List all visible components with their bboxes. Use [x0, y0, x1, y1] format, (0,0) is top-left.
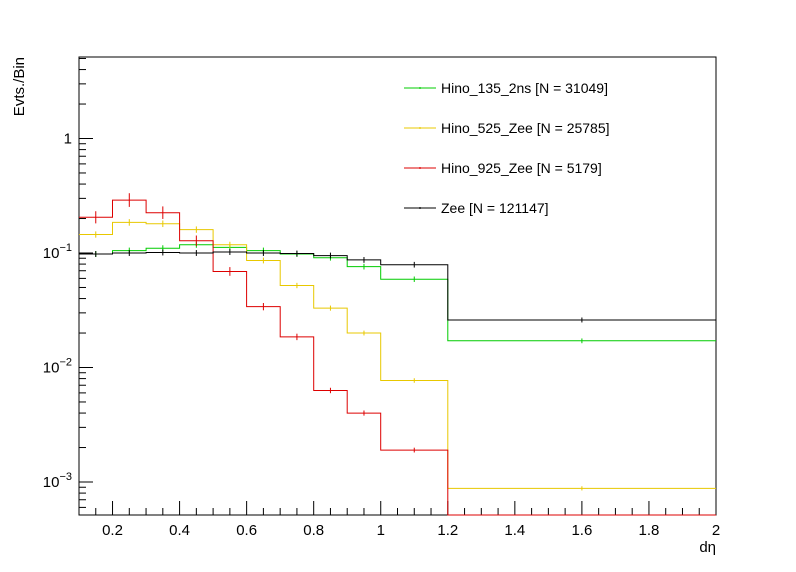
series-3	[79, 249, 716, 323]
x-tick-label: 1.8	[639, 522, 660, 539]
legend-label: Hino_925_Zee [N = 5179]	[441, 160, 602, 176]
y-tick-base: 10	[43, 360, 60, 377]
series-line	[79, 251, 716, 321]
legend-label: Hino_525_Zee [N = 25785]	[441, 120, 610, 136]
y-tick-base: 10	[43, 245, 60, 262]
legend: Hino_135_2ns [N = 31049] Hino_525_Zee [N …	[404, 80, 610, 216]
series-2	[79, 193, 716, 516]
legend-label: Zee [N = 121147]	[441, 200, 549, 216]
frame	[78, 56, 717, 516]
legend-item: Hino_925_Zee [N = 5179]	[404, 160, 602, 176]
y-axis-label: Evts./Bin	[11, 57, 28, 116]
y-tick-label: 10−3	[43, 471, 72, 491]
x-tick-label: 0.8	[303, 522, 324, 539]
y-tick-label: 10−1	[43, 242, 72, 262]
legend-label: Hino_135_2ns [N = 31049]	[441, 80, 608, 96]
x-tick-label: 2	[712, 522, 720, 539]
series-line	[79, 244, 716, 342]
y-tick-label: 10−2	[43, 357, 72, 377]
legend-item: Zee [N = 121147]	[404, 200, 549, 216]
series-line	[79, 199, 716, 516]
x-tick-label: 1.6	[571, 522, 592, 539]
y-tick-exponent: −2	[59, 357, 72, 369]
series-group	[79, 193, 716, 516]
series-0	[79, 241, 716, 344]
x-tick-label: 0.2	[102, 522, 123, 539]
x-tick-label: 1.2	[437, 522, 458, 539]
legend-item: Hino_525_Zee [N = 25785]	[404, 120, 610, 136]
y-tick-base: 1	[64, 131, 72, 148]
ticks: 0.2 0.4 0.6 0.8 1 1.2 1.4 1.6 1.8 210−310−210−11	[43, 57, 720, 539]
y-tick-exponent: −3	[59, 471, 72, 483]
legend-item: Hino_135_2ns [N = 31049]	[404, 80, 608, 96]
x-tick-label: 0.6	[236, 522, 257, 539]
y-tick-label: 1	[64, 131, 72, 148]
x-tick-label: 1.4	[504, 522, 525, 539]
series-line	[79, 221, 716, 489]
x-tick-label: 0.4	[169, 522, 190, 539]
y-tick-exponent: −1	[59, 242, 72, 254]
series-1	[79, 219, 716, 491]
x-axis-label: dη	[699, 539, 716, 556]
y-tick-base: 10	[43, 474, 60, 491]
x-tick-label: 1	[377, 522, 385, 539]
